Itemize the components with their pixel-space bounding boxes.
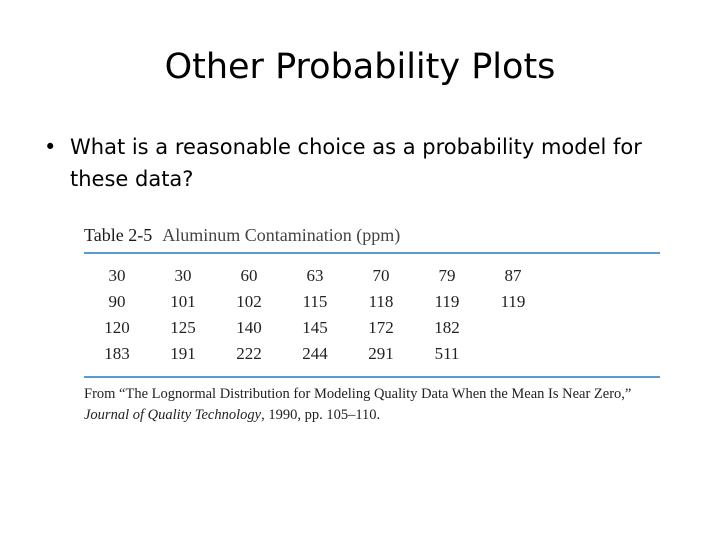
table-row: 30 30 60 63 70 79 87 <box>84 263 546 289</box>
bullet-text: What is a reasonable choice as a probabi… <box>70 135 642 191</box>
table-cell <box>480 341 546 367</box>
table-row: 183 191 222 244 291 511 <box>84 341 546 367</box>
table-cell: 182 <box>434 318 460 337</box>
table-cell: 60 <box>240 266 258 285</box>
table-cell: 79 <box>438 266 456 285</box>
table-caption-text: Aluminum Contamination (ppm) <box>162 225 401 245</box>
bullet-mark: • <box>44 135 57 159</box>
table-cell: 244 <box>302 344 328 363</box>
source-suffix: , 1990, pp. 105–110. <box>261 407 381 423</box>
table-label: Table 2-5 <box>84 225 153 245</box>
table-cell: 119 <box>434 292 460 311</box>
table-cell: 115 <box>302 292 328 311</box>
table-cell: 120 <box>104 318 130 337</box>
table-cell: 63 <box>306 266 324 285</box>
table-top-rule <box>84 252 660 254</box>
table-cell: 101 <box>170 292 196 311</box>
slide-title: Other Probability Plots <box>164 47 556 87</box>
table-cell: 102 <box>236 292 262 311</box>
table-row: 90 101 102 115 118 119 119 <box>84 289 546 315</box>
table-cell: 222 <box>236 344 262 363</box>
table-cell <box>480 315 546 341</box>
contamination-table: 30 30 60 63 70 79 87 90 101 102 115 118 119 119 120 125… <box>84 263 546 367</box>
table-cell: 511 <box>434 344 460 363</box>
table-cell: 30 <box>174 266 192 285</box>
data-table-block: Table 2-5 Aluminum Contamination (ppm) 30… <box>84 222 660 426</box>
table-cell: 70 <box>372 266 390 285</box>
table-cell: 140 <box>236 318 262 337</box>
source-note: From “The Lognormal Distribution for Mod… <box>84 384 660 426</box>
source-journal: Journal of Quality Technology <box>84 407 262 423</box>
table-row: 120 125 140 145 172 182 <box>84 315 546 341</box>
table-caption: Table 2-5 Aluminum Contamination (ppm) <box>84 222 660 248</box>
table-cell: 172 <box>368 318 394 337</box>
table-cell: 145 <box>302 318 328 337</box>
table-cell: 30 <box>108 266 126 285</box>
table-cell: 183 <box>104 344 130 363</box>
table-cell: 291 <box>368 344 394 363</box>
table-cell: 118 <box>368 292 394 311</box>
table-cell: 191 <box>170 344 196 363</box>
table-cell: 90 <box>108 292 126 311</box>
source-prefix: From “The Lognormal Distribution for Mod… <box>84 386 632 402</box>
bullet-point: • What is a reasonable choice as a proba… <box>44 131 684 195</box>
table-bottom-rule <box>84 376 660 378</box>
table-cell: 87 <box>504 266 522 285</box>
table-cell: 119 <box>500 292 526 311</box>
table-cell: 125 <box>170 318 196 337</box>
